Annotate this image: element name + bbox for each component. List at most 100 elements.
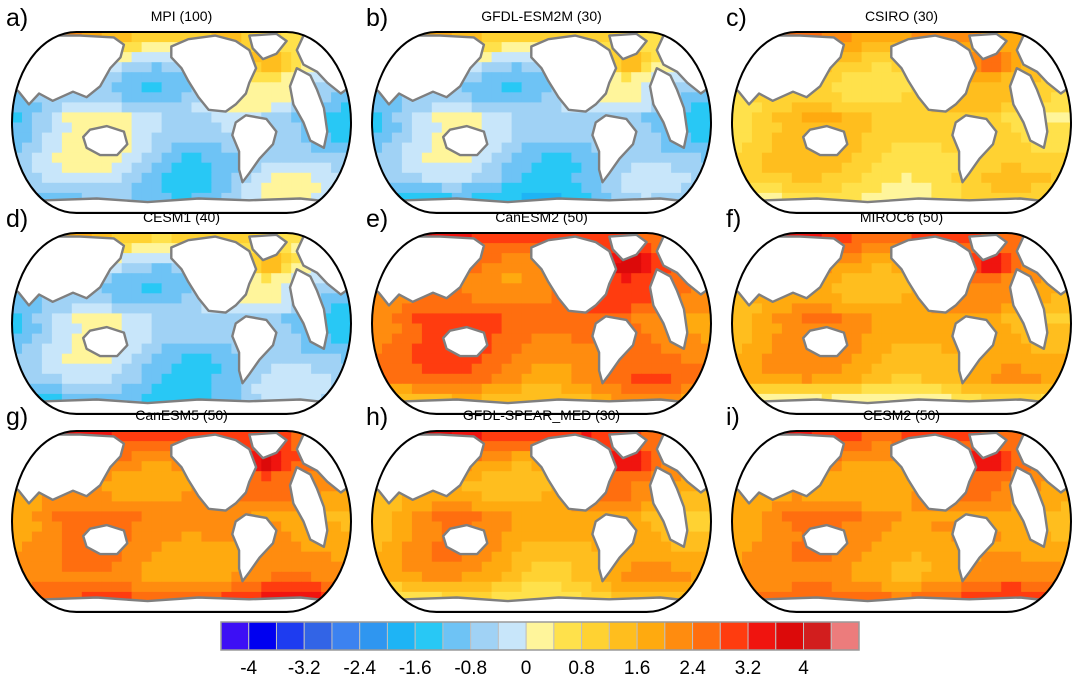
panel-letter: h)	[366, 403, 388, 431]
landmass-northAmerica	[530, 433, 618, 512]
landmass-northAmerica	[170, 34, 258, 113]
colorbar-swatch	[664, 621, 694, 651]
panel-title: GFDL-SPEAR_MED (30)	[463, 407, 620, 423]
landmass-eurasia	[372, 235, 486, 307]
landmass-antarctica	[732, 596, 1071, 612]
map-panel: i) CESM2 (50)	[726, 403, 1072, 613]
landmass-africaW	[288, 466, 329, 548]
landmass-northAmerica	[890, 433, 978, 512]
panel-letter: c)	[726, 4, 747, 32]
landmass-eurasia	[12, 235, 126, 307]
panel-title: MIROC6 (50)	[860, 209, 943, 225]
landmass-africaW	[648, 66, 689, 150]
colorbar-swatch	[525, 621, 555, 651]
landmass-eurasia	[12, 34, 126, 106]
landmass-northAmerica	[170, 235, 258, 314]
colorbar-swatch	[747, 621, 777, 651]
map-frame	[371, 31, 712, 214]
landmass-australia	[442, 523, 489, 556]
colorbar-tick-label: 2.4	[679, 658, 706, 679]
landmass-greenland	[968, 431, 1008, 460]
panel-title: CESM1 (40)	[143, 209, 220, 225]
colorbar-swatch	[608, 621, 638, 651]
colorbar-swatch	[553, 621, 583, 651]
landmass-northAmerica	[530, 34, 618, 113]
colorbar-swatch	[497, 621, 527, 651]
landmass-northAmerica	[890, 235, 978, 314]
map-frame	[11, 232, 352, 415]
map-frame	[11, 31, 352, 214]
landmass-greenland	[968, 32, 1008, 61]
landmass-greenland	[608, 431, 648, 460]
map-panel: f) MIROC6 (50)	[726, 205, 1072, 415]
landmass-africaW	[1008, 268, 1049, 350]
map-panel: e) CanESM2 (50)	[366, 205, 712, 415]
colorbar-swatch	[442, 621, 472, 651]
landmass-eurasia	[732, 433, 846, 505]
land	[372, 32, 711, 213]
landmass-greenland	[248, 431, 288, 460]
landmass-australia	[802, 325, 849, 358]
land	[372, 431, 711, 612]
colorbar-swatch	[719, 621, 749, 651]
panel-title: GFDL-ESM2M (30)	[481, 8, 602, 24]
landmass-australia	[81, 124, 129, 157]
landmass-northAmerica	[170, 433, 258, 512]
map-frame	[371, 232, 712, 415]
landmass-antarctica	[12, 596, 351, 612]
landmass-southAmerica	[591, 315, 638, 385]
map-panel: d) CESM1 (40)	[6, 205, 352, 415]
map-panels: a) MPI (100) b) GFDL-ESM2M (30) c) CSIRO (30)…	[6, 4, 1072, 613]
landmass-australia	[442, 124, 489, 157]
landmass-australia	[802, 124, 849, 157]
panel-letter: b)	[366, 4, 388, 32]
landmass-antarctica	[372, 398, 711, 414]
map-panel: b) GFDL-ESM2M (30)	[366, 4, 712, 214]
panel-title: MPI (100)	[151, 8, 212, 24]
land	[12, 233, 351, 414]
landmass-eurasia	[372, 34, 486, 106]
landmass-southAmerica	[231, 513, 278, 583]
panel-letter: e)	[366, 205, 388, 233]
landmass-southAmerica	[591, 513, 638, 583]
landmass-antarctica	[732, 197, 1071, 213]
colorbar-swatch	[470, 621, 499, 651]
colorbar-tick-label: -4	[240, 658, 257, 679]
panel-letter: g)	[6, 403, 28, 431]
landmass-southAmerica	[951, 513, 998, 583]
colorbar-swatch	[331, 621, 361, 651]
panel-title: CSIRO (30)	[865, 8, 938, 24]
map-frame	[731, 430, 1072, 613]
landmass-southAmerica	[231, 114, 278, 184]
panel-letter: f)	[726, 205, 741, 233]
colorbar-swatch	[414, 621, 444, 651]
panel-title: CanESM2 (50)	[495, 209, 588, 225]
landmass-australia	[81, 523, 129, 556]
landmass-africaW	[648, 268, 689, 350]
landmass-africaW	[648, 466, 689, 548]
landmass-australia	[81, 325, 129, 358]
colorbar-swatch	[359, 621, 388, 651]
panel-title: CanESM5 (50)	[135, 407, 228, 423]
panel-letter: d)	[6, 205, 28, 233]
colorbar-tick-label: -3.2	[288, 658, 321, 679]
colorbar-swatch	[775, 621, 805, 651]
land	[12, 32, 351, 213]
panel-title: CESM2 (50)	[863, 407, 940, 423]
colorbar-tick-label: 3.2	[735, 658, 761, 679]
landmass-australia	[802, 523, 849, 556]
landmass-northAmerica	[530, 235, 618, 314]
land	[12, 431, 351, 612]
colorbar-swatch	[386, 621, 416, 651]
landmass-southAmerica	[591, 114, 638, 184]
colorbar-swatch	[303, 621, 333, 651]
landmass-africaW	[1008, 66, 1049, 150]
landmass-antarctica	[12, 398, 351, 414]
colorbar-swatch	[581, 621, 610, 651]
map-frame	[731, 232, 1072, 415]
colorbar-swatch	[830, 621, 860, 651]
landmass-africaW	[1008, 466, 1049, 548]
colorbar-tick-label: 4	[798, 658, 809, 679]
colorbar-frame	[220, 621, 860, 651]
